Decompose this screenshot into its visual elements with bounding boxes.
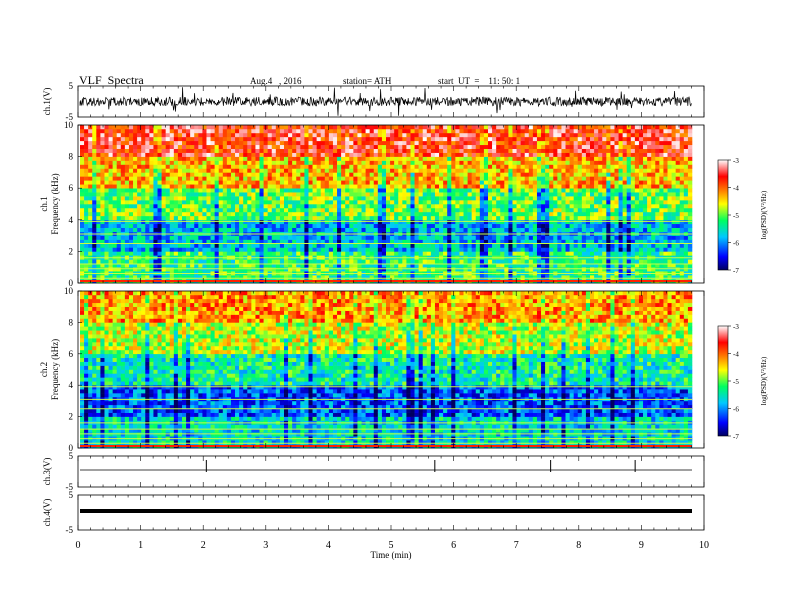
ch2s-colorbar-tick-label: -3 bbox=[733, 323, 739, 331]
ch2s-colorbar-tick-label: -5 bbox=[733, 378, 739, 386]
ch2s-ytick-label: 10 bbox=[64, 286, 74, 296]
ch2s-ytick-label: 0 bbox=[69, 443, 74, 453]
ch2s-ytick-label: 6 bbox=[69, 349, 74, 359]
ch2s-ytick-label: 2 bbox=[69, 412, 74, 422]
x-tick-label: 4 bbox=[326, 540, 331, 551]
ch1s-colorbar-tick-label: -3 bbox=[733, 157, 739, 165]
ch2s-colorbar-tick-label: -4 bbox=[733, 351, 739, 359]
ch1s-ylabel-frequency: Frequency (kHz) bbox=[50, 173, 60, 234]
ch3w-ytick-label: 5 bbox=[69, 451, 74, 461]
x-tick-label: 0 bbox=[76, 540, 81, 551]
date-label: Aug.4 , 2016 bbox=[250, 76, 302, 86]
x-tick-label: 7 bbox=[514, 540, 519, 551]
ch1-heatmap bbox=[80, 125, 693, 284]
x-axis-label: Time (min) bbox=[371, 550, 412, 560]
ch1s-ytick-label: 2 bbox=[69, 246, 74, 256]
ch3w-ytick-label: -5 bbox=[66, 482, 74, 492]
x-tick-label: 3 bbox=[263, 540, 268, 551]
ch2s-ytick-label: 4 bbox=[69, 380, 74, 390]
ch4w-ylabel: ch.4(V) bbox=[42, 499, 52, 527]
ch1s-colorbar-tick-label: -5 bbox=[733, 212, 739, 220]
x-tick-label: 6 bbox=[451, 540, 456, 551]
ch2s-colorbar-label: log(PSD)(V²/Hz) bbox=[760, 356, 768, 405]
ch1-trace bbox=[79, 87, 692, 116]
x-tick-label: 1 bbox=[138, 540, 143, 551]
x-tick-label: 9 bbox=[639, 540, 644, 551]
ch4w-ytick-label: 5 bbox=[69, 490, 74, 500]
ch1w-ytick-label: 5 bbox=[69, 81, 74, 91]
ch4w-ytick-label: -5 bbox=[66, 525, 74, 535]
ch2s-ytick-label: 8 bbox=[69, 317, 74, 327]
ch1w-ylabel: ch.1(V) bbox=[42, 88, 52, 116]
ch2s-ylabel-channel: ch.2 bbox=[39, 362, 49, 377]
ch1s-colorbar-tick-label: -4 bbox=[733, 185, 739, 193]
ch1s-ylabel-channel: ch.1 bbox=[39, 196, 49, 211]
ch1s-ytick-label: 10 bbox=[64, 120, 74, 130]
ch1s-colorbar-label: log(PSD)(V²/Hz) bbox=[760, 190, 768, 239]
x-tick-label: 10 bbox=[699, 540, 709, 551]
ch2s-colorbar bbox=[717, 325, 729, 437]
ch2s-colorbar-tick-label: -6 bbox=[733, 406, 739, 414]
ch3w-ylabel: ch.3(V) bbox=[42, 458, 52, 486]
ch1s-ytick-label: 0 bbox=[69, 278, 74, 288]
x-tick-label: 2 bbox=[201, 540, 206, 551]
ch1s-colorbar-tick-label: -7 bbox=[733, 267, 739, 275]
ch1w-ytick-label: -5 bbox=[66, 112, 74, 122]
ch1s-colorbar-tick-label: -6 bbox=[733, 240, 739, 248]
station-label: station= ATH bbox=[343, 76, 392, 86]
x-tick-label: 5 bbox=[389, 540, 394, 551]
x-tick-label: 8 bbox=[576, 540, 581, 551]
start-time-label: start UT = 11: 50: 1 bbox=[438, 76, 521, 86]
ch1s-colorbar bbox=[717, 159, 729, 271]
ch1s-ytick-label: 6 bbox=[69, 183, 74, 193]
ch2s-ylabel-frequency: Frequency (kHz) bbox=[50, 339, 60, 400]
chart-title: VLF Spectra bbox=[79, 73, 144, 87]
ch2-heatmap bbox=[80, 291, 693, 449]
ch1s-ytick-label: 4 bbox=[69, 215, 74, 225]
ch2s-colorbar-tick-label: -7 bbox=[733, 433, 739, 441]
ch1s-ytick-label: 8 bbox=[69, 152, 74, 162]
